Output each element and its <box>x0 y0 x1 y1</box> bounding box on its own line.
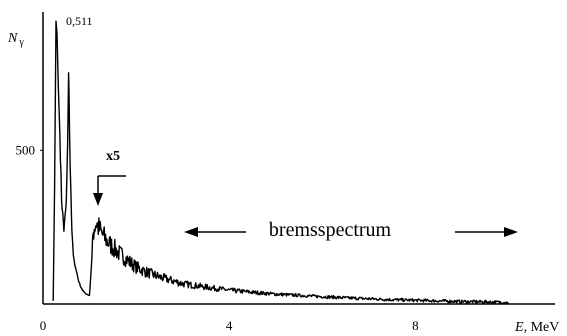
scale-arrowhead <box>93 193 103 206</box>
x-axis-label-symbol: E <box>514 320 524 335</box>
annotations: 0,511 x5 bremsspectrum <box>66 14 518 241</box>
series-group <box>52 20 509 305</box>
tick-labels: 0 4 8 500 N γ E, MeV <box>7 31 559 335</box>
x-tick-label: 8 <box>412 318 419 333</box>
region-arrow-right-head <box>504 227 518 237</box>
scale-annotation: x5 <box>106 149 120 164</box>
x-tick-label: 4 <box>226 318 233 333</box>
x-tick-label: 0 <box>40 318 47 333</box>
region-label: bremsspectrum <box>269 219 392 241</box>
y-axis-label-sub: γ <box>18 37 24 48</box>
peak-annotation: 0,511 <box>66 14 93 28</box>
region-arrow-left-head <box>184 227 198 237</box>
spectrum-line <box>52 20 509 305</box>
axes <box>40 12 555 305</box>
x-axis-label-unit: , MeV <box>524 320 560 335</box>
y-tick-label: 500 <box>16 142 36 157</box>
x-axis-label: E, MeV <box>514 320 559 335</box>
